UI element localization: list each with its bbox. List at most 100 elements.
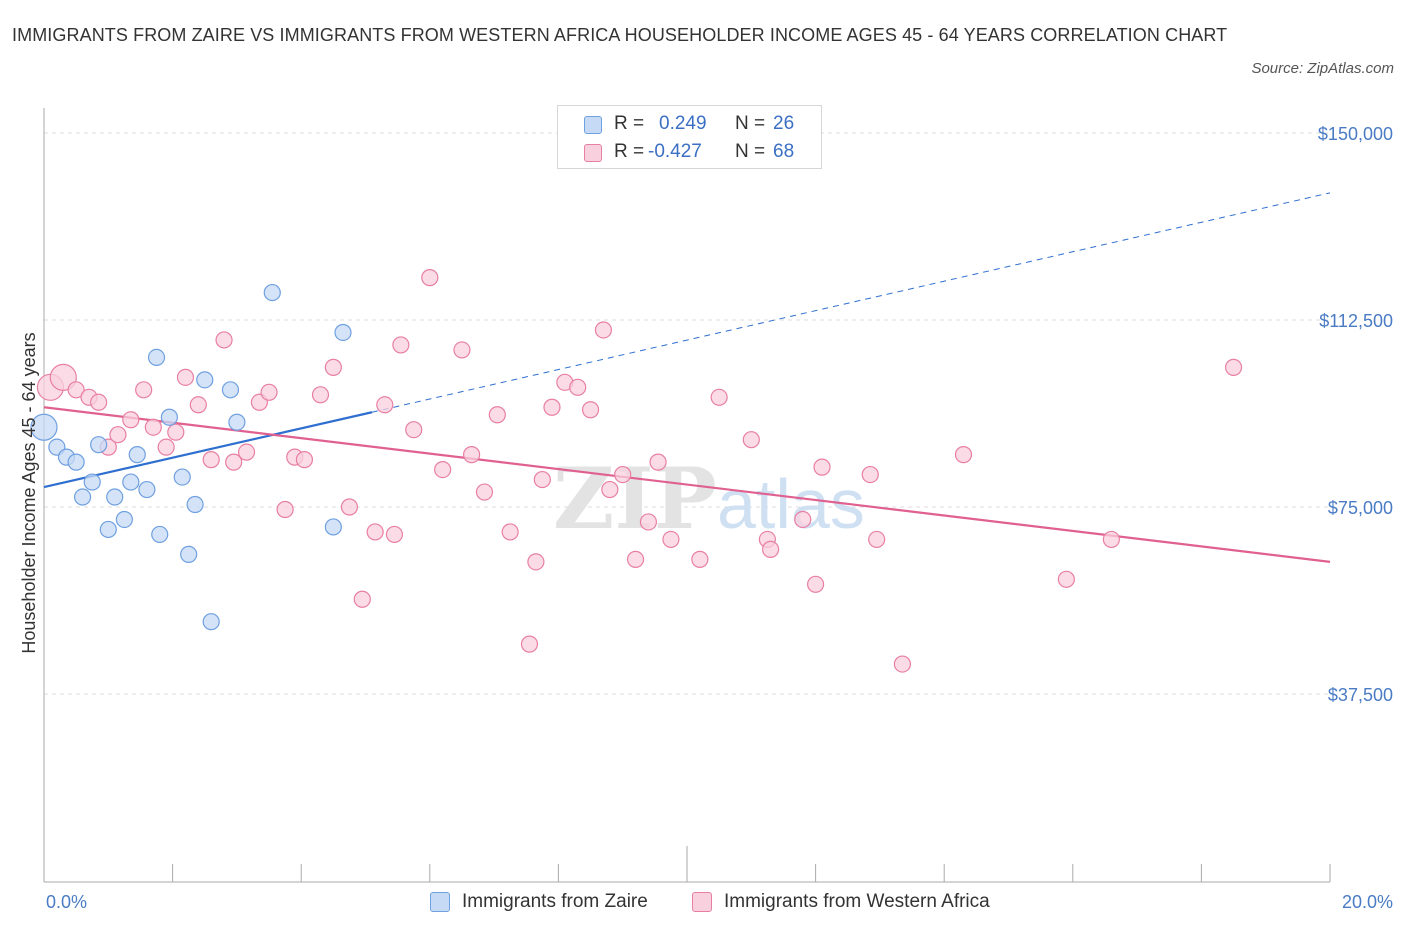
western-africa-point [569, 378, 587, 396]
chart-title: IMMIGRANTS FROM ZAIRE VS IMMIGRANTS FROM… [12, 25, 1228, 45]
y-axis-label: Householder Income Ages 45 - 64 years [19, 332, 39, 653]
western-africa-point [520, 635, 539, 653]
western-africa-point [157, 438, 175, 456]
legend-row-zaire: R = 0.249 N = 26 [558, 110, 821, 138]
western-africa-point [434, 461, 452, 479]
western-africa-point [1057, 570, 1075, 588]
western-africa-point [122, 411, 140, 429]
axes [43, 108, 1331, 883]
zaire-point [221, 381, 240, 399]
western-africa-point [761, 540, 780, 558]
western-africa-point [90, 393, 108, 411]
legend-n-label: N = [735, 141, 766, 162]
zaire-point [73, 488, 92, 506]
zaire-point [228, 413, 246, 431]
tick-labels: $37,500 $75,000 $112,500 $150,000 0.0% 20.0% [46, 124, 1393, 912]
legend-r-label: R = [614, 113, 645, 134]
western-africa-point [135, 381, 153, 399]
zaire-trend-line [43, 411, 373, 489]
zaire-point [202, 613, 220, 631]
western-africa-point [260, 383, 278, 401]
western-africa-point [189, 396, 207, 414]
watermark-zip: ZIP [553, 449, 717, 548]
zaire-point [186, 495, 204, 514]
western-africa-point [421, 269, 439, 287]
zaire-point [30, 413, 58, 441]
western-africa-point [710, 388, 728, 406]
x-tick-label: 0.0% [46, 892, 87, 912]
western-africa-point [311, 386, 330, 404]
legend-r-value: 0.249 [659, 113, 707, 134]
zaire-point [151, 525, 169, 544]
zaire-point [324, 518, 342, 536]
western-africa-point [527, 553, 545, 571]
zaire-point [90, 436, 108, 454]
legend-n-value: 68 [773, 141, 795, 162]
western-africa-point [594, 321, 613, 339]
y-tick-label: $150,000 [1318, 124, 1393, 144]
bottom-legend-swatch-western-africa [692, 892, 712, 912]
zaire-point [115, 510, 133, 529]
western-africa-point [601, 480, 619, 499]
western-africa-point [453, 341, 471, 359]
zaire-point [67, 453, 85, 471]
legend-row-western-africa: R = -0.427 N = 68 [558, 138, 821, 166]
western-africa-point [176, 368, 195, 386]
zaire-point [106, 488, 124, 506]
western-africa-point [662, 530, 680, 549]
western-africa-point [215, 331, 233, 349]
western-africa-point [49, 363, 77, 391]
zaire-point [180, 545, 198, 563]
western-africa-point [475, 483, 494, 501]
zaire-point [160, 408, 178, 426]
western-africa-point [488, 406, 506, 424]
western-africa-point [543, 398, 561, 416]
zaire-point [263, 283, 281, 302]
western-africa-point [893, 655, 912, 673]
western-africa-point [392, 336, 410, 354]
zaire-point [138, 480, 156, 499]
y-tick-label: $75,000 [1328, 498, 1393, 518]
western-africa-point [353, 590, 371, 608]
data-points [30, 269, 1243, 673]
western-africa-point [861, 465, 879, 484]
bottom-legend-swatch-zaire [430, 892, 450, 912]
western-africa-point [167, 423, 185, 441]
western-africa-point [295, 451, 314, 469]
western-africa-point [376, 396, 394, 414]
zaire-trend-extension [371, 192, 1331, 413]
western-africa-point [67, 381, 85, 399]
zaire-point [334, 323, 352, 342]
western-africa-point [614, 465, 632, 484]
zaire-point [173, 468, 191, 486]
western-africa-point [1224, 358, 1243, 376]
y-tick-label: $112,500 [1319, 311, 1393, 331]
western-africa-point [225, 453, 243, 471]
western-africa-point [1102, 530, 1120, 549]
y-tick-label: $37,500 [1328, 685, 1393, 705]
western-africa-point [954, 446, 973, 464]
western-africa-point [366, 523, 384, 541]
western-africa-point [202, 451, 220, 469]
western-africa-point [742, 431, 760, 449]
zaire-point [122, 473, 140, 491]
western-africa-point [109, 426, 127, 444]
western-africa-point [405, 421, 423, 439]
western-africa-point [276, 500, 294, 519]
zaire-point [147, 348, 166, 366]
western-africa-point [806, 575, 825, 593]
western-africa-point [462, 446, 481, 464]
x-tick-label: 20.0% [1342, 892, 1393, 912]
legend-r-label: R = [614, 141, 645, 162]
legend-swatch-zaire [584, 116, 602, 134]
western-africa-point [691, 550, 709, 568]
western-africa-point [501, 523, 519, 541]
zaire-point [128, 446, 146, 464]
legend-n-value: 26 [773, 113, 795, 134]
western-africa-point [144, 418, 162, 436]
zaire-point [196, 371, 214, 389]
zaire-point [83, 473, 101, 491]
western-africa-point [237, 443, 256, 461]
western-africa-point [340, 498, 359, 516]
legend-r-value: -0.427 [648, 141, 702, 162]
